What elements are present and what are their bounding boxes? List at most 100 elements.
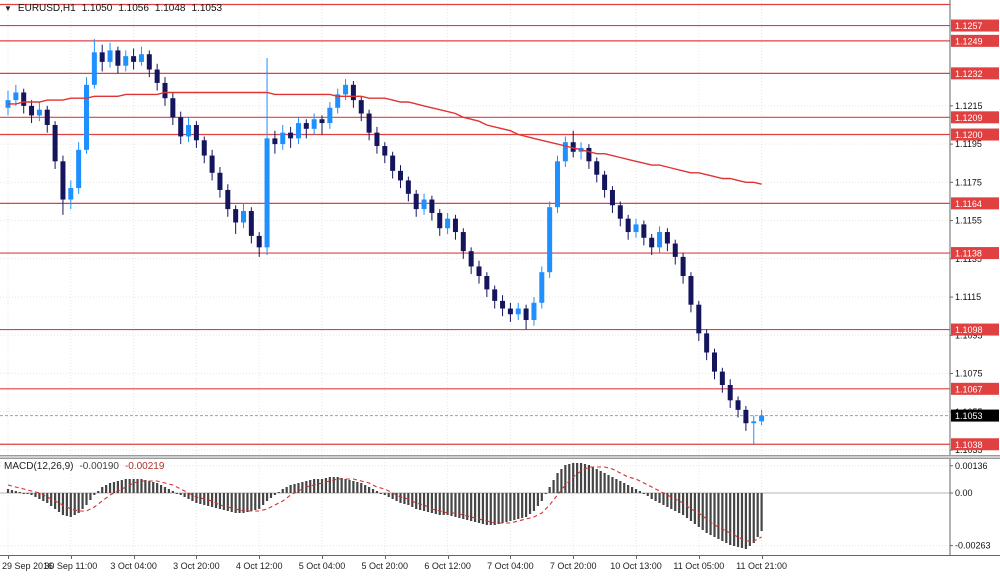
price-chart-canvas[interactable]: 1.12151.11951.11751.11551.11351.11151.10…: [0, 0, 1000, 455]
level-badge-label: 1.1164: [955, 199, 982, 209]
candle-body: [547, 207, 553, 273]
candle-body: [429, 199, 435, 213]
candle-body: [712, 352, 717, 372]
moving-average-line: [8, 91, 762, 185]
candle-body: [390, 155, 396, 171]
candle-body: [193, 124, 199, 141]
price-axis-label: 1.1175: [955, 177, 982, 187]
chart-title: ▼ EURUSD,H1 1.1050 1.1056 1.1048 1.1053: [4, 3, 222, 14]
candle-body: [288, 132, 294, 139]
candle-body: [146, 54, 152, 70]
support-resistance-lines[interactable]: [0, 3, 950, 445]
chart-menu-arrow-icon[interactable]: ▼: [4, 4, 12, 13]
macd-signal-value: -0.00219: [124, 461, 165, 472]
time-axis-tick: [384, 556, 386, 559]
level-badge: [951, 128, 999, 141]
candle-body: [445, 218, 451, 229]
level-badge-label: 1.1067: [955, 384, 983, 394]
candle-body: [562, 142, 568, 162]
macd-main-value: -0.00190: [79, 461, 119, 472]
candle-body: [248, 211, 254, 236]
candle-body: [209, 155, 215, 173]
time-axis-tick: [322, 556, 323, 559]
time-axis-label: 3 Oct 20:00: [173, 561, 220, 571]
candle-body: [507, 308, 513, 315]
candle-body: [29, 105, 35, 116]
time-axis-tick: [573, 556, 575, 559]
candle-body: [594, 161, 600, 175]
level-badge-label: 1.1200: [955, 130, 983, 140]
panel-splitter[interactable]: [0, 455, 1000, 459]
macd-axis-label: 0.00: [955, 488, 973, 498]
time-axis-tick: [259, 556, 261, 559]
candle-body: [492, 289, 498, 301]
candle-body: [751, 421, 757, 424]
candle-body: [319, 119, 325, 124]
level-badge: [951, 67, 999, 80]
price-axis-label: 1.1075: [955, 369, 983, 379]
candle-body: [178, 117, 184, 137]
time-axis-label: 30 Sep 11:00: [44, 561, 98, 571]
candle-body: [201, 140, 207, 156]
level-badge: [951, 34, 999, 47]
time-axis-label: 11 Oct 05:00: [673, 561, 725, 571]
level-badge-label: 1.1098: [955, 325, 983, 335]
time-axis-label: 6 Oct 12:00: [424, 561, 471, 571]
candle-body: [335, 94, 341, 108]
candle-body: [641, 224, 647, 238]
candle-body: [350, 84, 356, 101]
chart-symbol-label: EURUSD,H1: [17, 3, 76, 14]
candle-body: [36, 109, 42, 116]
candle-body: [311, 119, 317, 129]
candle-body: [382, 146, 388, 156]
candle-body: [44, 109, 50, 125]
candle-body: [500, 300, 506, 309]
candle-body: [398, 170, 403, 181]
candle-body: [343, 84, 349, 95]
time-axis-label: 5 Oct 20:00: [361, 561, 409, 571]
macd-panel-canvas[interactable]: 0.00136 0.00 -0.00263: [0, 459, 1000, 555]
candle-body: [539, 272, 545, 303]
level-badge-label: 1.1209: [955, 113, 983, 123]
price-axis-label: 1.1155: [955, 216, 982, 226]
macd-axis-label: 0.00136: [955, 461, 988, 471]
level-badge-label: 1.1249: [955, 36, 983, 46]
candle-body: [76, 149, 82, 189]
candle-body: [719, 371, 725, 385]
time-axis-tick: [196, 556, 198, 559]
time-axis-tick: [698, 556, 700, 559]
current-price-badge: [951, 409, 999, 422]
candle-body: [60, 161, 66, 200]
candle-body: [688, 276, 694, 305]
price-level-badges: 1.1257 1.1249 1.1232 1.1209 1.1200 1.1164 1.11…: [951, 19, 999, 451]
current-price-badge-label: 1.1053: [955, 411, 983, 421]
candle-body: [217, 172, 223, 190]
level-badge: [951, 19, 999, 32]
candle-body: [264, 138, 270, 248]
candle-body: [515, 308, 521, 315]
candle-body: [123, 56, 129, 66]
price-axis-label: 1.1215: [955, 101, 983, 111]
candle-body: [452, 218, 458, 233]
time-axis[interactable]: 29 Sep 2016 30 Sep 11:00 3 Oct 04:00 3 Oct …: [0, 555, 1000, 578]
candle-body: [680, 256, 686, 277]
candle-body: [609, 189, 615, 206]
level-badge: [951, 197, 999, 210]
candle-body: [476, 266, 482, 277]
price-axis-scale[interactable]: [950, 0, 1000, 455]
price-axis-label: 1.1115: [955, 292, 981, 302]
candle-body: [327, 107, 333, 124]
candle-body: [586, 147, 592, 162]
level-badge: [951, 382, 999, 395]
candle-body: [170, 98, 176, 118]
macd-vertical-gridlines: [7, 459, 763, 555]
time-axis-label: 10 Oct 13:00: [610, 561, 662, 571]
level-badge-label: 1.1138: [955, 249, 982, 259]
candle-body: [413, 193, 419, 210]
candle-body: [272, 138, 278, 145]
time-axis-label: 11 Oct 21:00: [736, 561, 788, 571]
candle-body: [633, 224, 639, 233]
candle-body: [52, 124, 58, 162]
candles-layer: [5, 38, 765, 445]
